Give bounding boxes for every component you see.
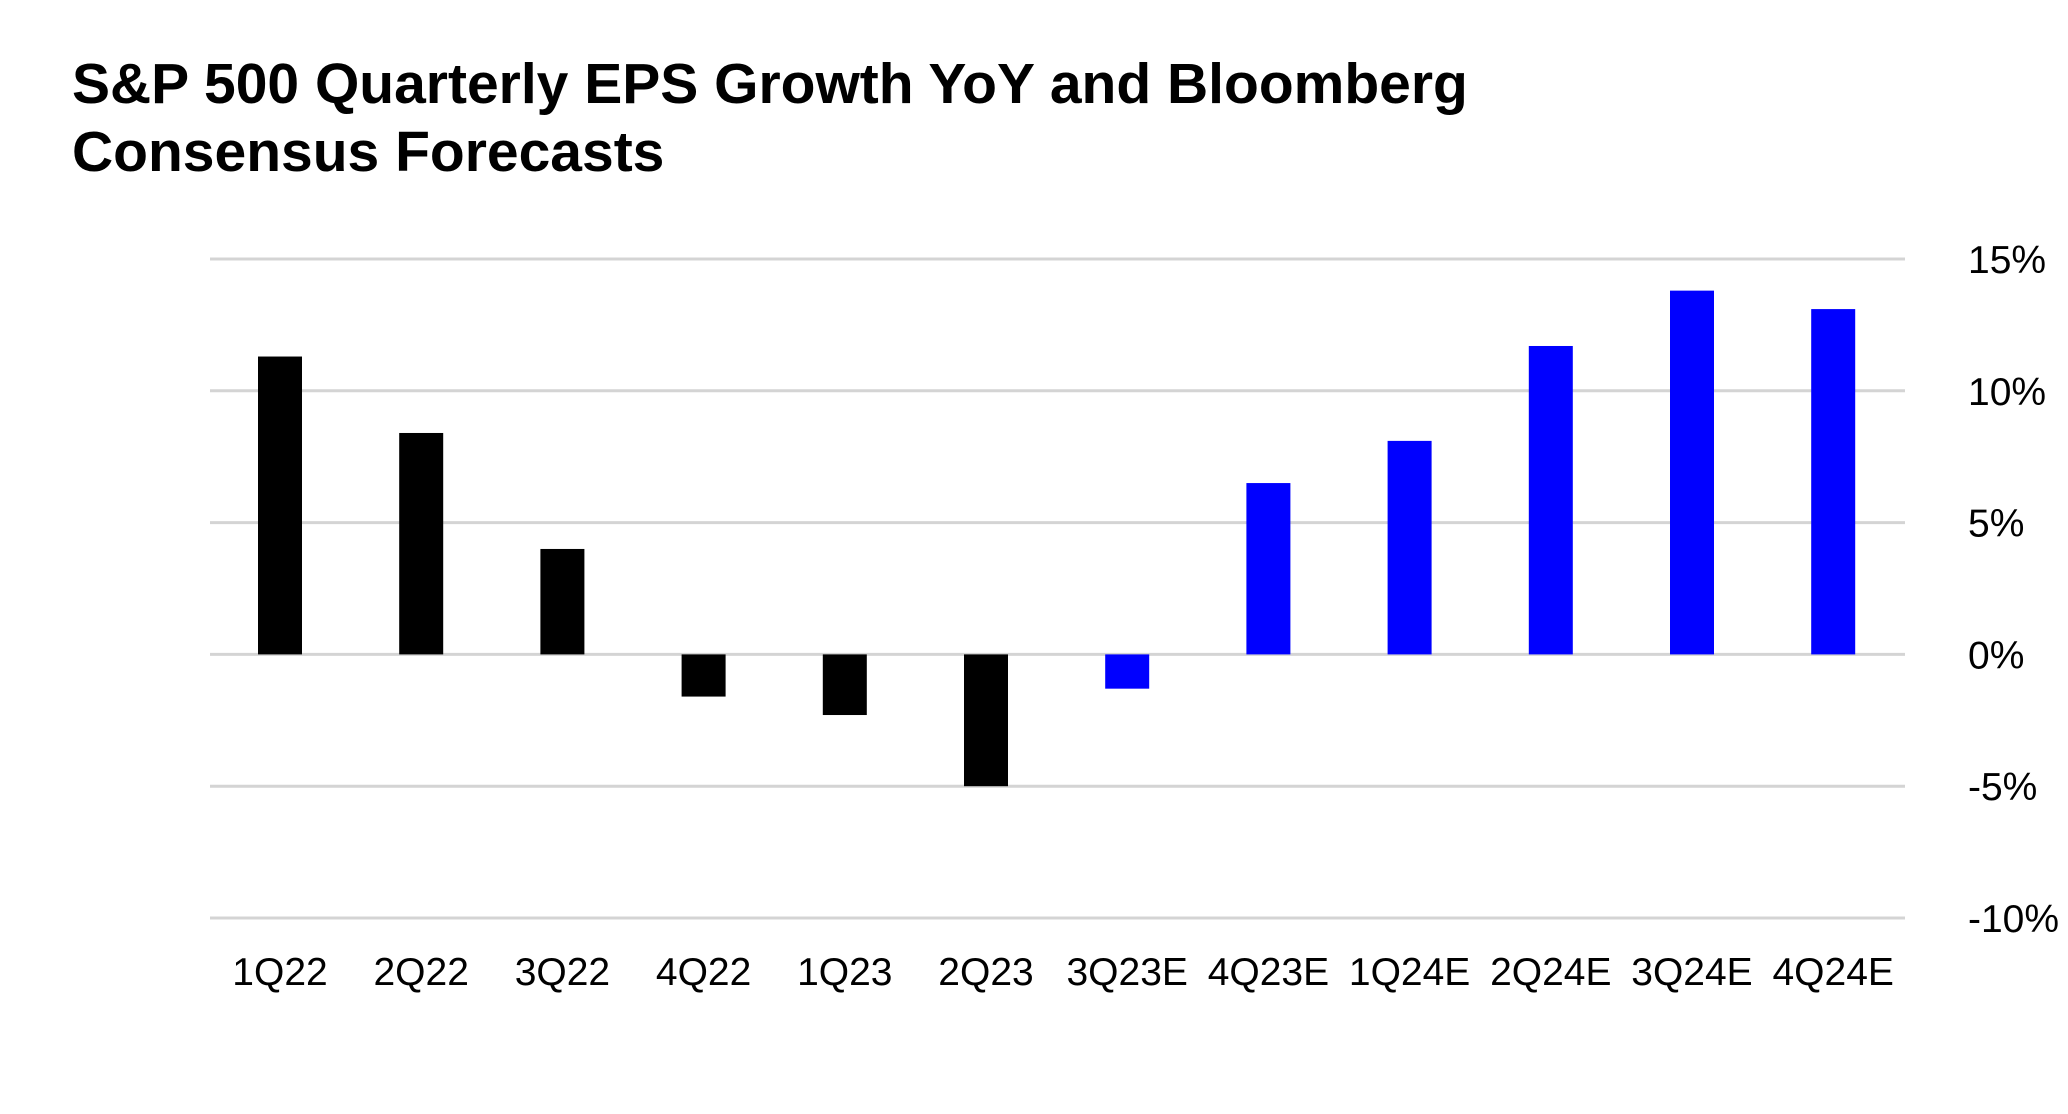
bar-2q24e [1528,345,1573,655]
x-tick-label: 4Q24E [1772,951,1893,994]
y-axis-tick-labels: 15% 10% 5% 0% -5% -10% [1968,239,2059,941]
gridlines [210,257,1905,920]
y-tick-label: -5% [1968,766,2037,809]
x-tick-label: 2Q22 [373,951,468,994]
bar-4q22 [681,654,726,697]
x-tick-label: 4Q23E [1208,951,1329,994]
bar-4q24e [1811,309,1856,655]
bar-3q22 [540,548,585,655]
bar-2q22 [399,432,444,655]
bar-2q23 [964,654,1008,787]
bar-3q23e [1105,654,1150,689]
x-tick-label: 1Q22 [232,951,327,994]
bar-1q23 [822,654,867,716]
x-tick-label: 1Q23 [797,951,892,994]
y-tick-label: -10% [1968,898,2059,941]
bar-1q22 [258,356,302,655]
x-axis-tick-labels: 1Q22 2Q22 3Q22 4Q22 1Q23 2Q23 3Q23E 4Q23E 1Q24E 2… [232,951,1894,994]
x-tick-label: 3Q24E [1631,951,1752,994]
x-tick-label: 3Q23E [1066,951,1187,994]
y-tick-label: 0% [1968,634,2024,677]
bars [258,290,1856,787]
bar-1q24e [1387,440,1432,655]
x-tick-label: 2Q23 [938,951,1033,994]
x-tick-label: 2Q24E [1490,951,1611,994]
x-tick-label: 1Q24E [1349,951,1470,994]
bar-4q23e [1246,483,1291,655]
bar-3q24e [1670,290,1714,655]
x-tick-label: 4Q22 [656,951,751,994]
y-tick-label: 5% [1968,503,2024,546]
x-tick-label: 3Q22 [515,951,610,994]
chart-title: S&P 500 Quarterly EPS Growth YoY and Blo… [72,52,1468,184]
y-tick-label: 15% [1968,239,2046,282]
y-tick-label: 10% [1968,371,2046,414]
